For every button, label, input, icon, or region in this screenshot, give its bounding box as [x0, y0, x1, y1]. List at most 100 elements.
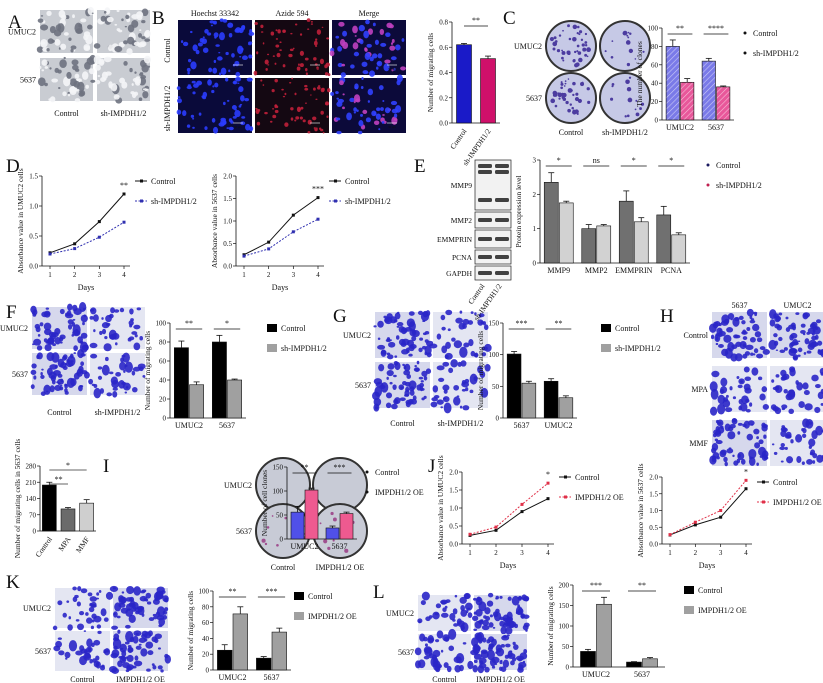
colony	[568, 37, 572, 41]
cell	[115, 371, 122, 377]
cell	[66, 377, 75, 389]
cell	[358, 24, 365, 32]
data-point	[97, 220, 101, 224]
cell	[37, 18, 44, 23]
cell	[743, 420, 750, 429]
x-tick-label: 1	[468, 549, 472, 557]
legend-label: IMPDH1/2 OE	[575, 493, 624, 502]
cell	[769, 319, 776, 327]
cell	[83, 43, 91, 51]
y-tick-label: 1.5	[29, 173, 38, 181]
cell	[752, 323, 760, 332]
cell	[758, 439, 764, 445]
cell	[505, 626, 513, 635]
legend-label: Control	[716, 161, 741, 170]
cell	[59, 308, 65, 315]
cell	[139, 29, 142, 31]
cell	[306, 18, 311, 22]
cell	[128, 614, 136, 624]
cell	[87, 24, 93, 30]
cell	[71, 334, 75, 337]
cell	[62, 355, 67, 361]
legend-swatch	[267, 324, 277, 332]
colony	[566, 50, 571, 55]
cell	[226, 127, 230, 130]
cell	[342, 41, 349, 49]
colony	[579, 30, 583, 34]
cell	[122, 382, 131, 391]
cell	[37, 334, 41, 337]
cell	[773, 451, 778, 455]
panel-letter-D: D	[6, 156, 20, 177]
cell	[81, 71, 89, 80]
cell	[41, 69, 45, 72]
cell	[142, 91, 149, 99]
cell	[88, 606, 95, 613]
bar	[665, 46, 680, 121]
cell	[771, 443, 775, 446]
cell	[96, 592, 100, 596]
cell	[384, 107, 391, 114]
cell	[792, 324, 797, 331]
cell	[272, 114, 277, 119]
cell	[409, 386, 415, 392]
colony	[330, 511, 334, 516]
cell	[802, 428, 807, 434]
cell	[758, 446, 767, 457]
cell	[108, 371, 114, 375]
series-line	[669, 480, 747, 536]
cell	[75, 650, 83, 656]
significance-label: **	[676, 24, 684, 33]
significance-label: ***	[590, 581, 602, 590]
cell	[515, 610, 520, 615]
x-tick-label: 5637	[514, 421, 530, 430]
scale-bar-label: 50 μm	[234, 67, 242, 71]
cell	[373, 120, 380, 126]
data-point	[494, 528, 498, 532]
cell	[233, 80, 237, 84]
cell	[228, 69, 231, 73]
cell	[127, 646, 133, 653]
colony	[586, 47, 591, 53]
cell	[148, 617, 155, 622]
cell	[39, 322, 44, 327]
cell	[63, 32, 69, 36]
cell	[101, 322, 110, 329]
cell	[275, 38, 279, 40]
micrograph-F	[88, 352, 146, 399]
cell	[725, 394, 729, 398]
cell	[182, 41, 189, 47]
cell	[780, 460, 784, 463]
cell	[112, 387, 118, 391]
cell	[443, 389, 448, 394]
cell	[152, 665, 157, 670]
panel-letter-A: A	[8, 12, 22, 33]
cell	[93, 639, 101, 646]
cell	[773, 333, 778, 338]
cell	[477, 636, 483, 644]
cell	[406, 318, 415, 328]
cell	[361, 61, 368, 67]
blot-band	[478, 218, 492, 222]
cell	[785, 431, 792, 439]
colony	[574, 109, 579, 114]
cell	[749, 315, 753, 320]
cell	[795, 434, 803, 443]
cell	[744, 387, 752, 394]
legend-label: Control	[281, 324, 306, 333]
colony	[611, 83, 615, 86]
cell	[455, 317, 463, 324]
cell	[329, 50, 335, 57]
cell	[800, 323, 806, 328]
cell	[762, 404, 770, 410]
cell	[125, 603, 133, 611]
cell	[737, 431, 741, 435]
y-tick-label: 70	[29, 511, 37, 519]
colony	[611, 40, 614, 42]
cell	[97, 630, 102, 635]
cell	[811, 374, 819, 382]
legend-label: IMPDH1/2 OE	[773, 498, 822, 507]
cell	[442, 384, 450, 391]
